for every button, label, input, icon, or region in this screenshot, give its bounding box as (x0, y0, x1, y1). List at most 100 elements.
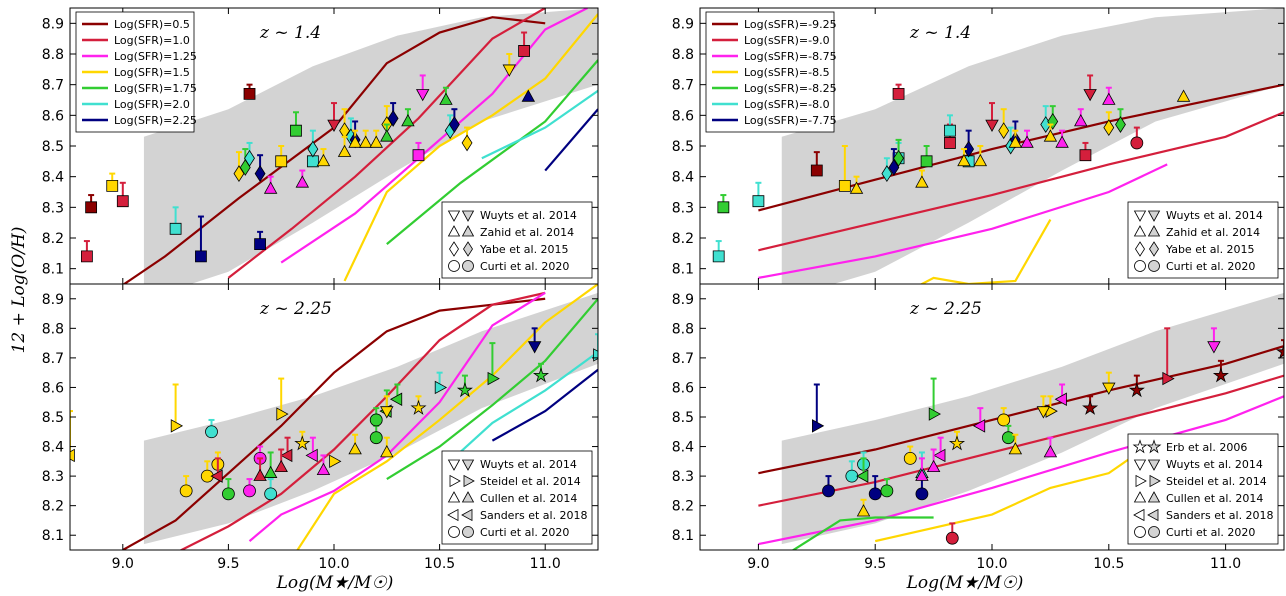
series-line-4 (386, 298, 598, 481)
data-point-28 (1020, 129, 1034, 148)
marker (456, 382, 473, 398)
legend-marker (1147, 491, 1161, 503)
ytick-label-3: 8.4 (42, 440, 64, 456)
marker (410, 399, 427, 415)
marker (1275, 343, 1284, 359)
data-point-22 (1008, 433, 1023, 455)
legend-marker (447, 210, 461, 222)
marker (369, 135, 383, 148)
legend-marker (447, 491, 461, 503)
marker (998, 122, 1010, 140)
ytick-label-4: 8.5 (42, 139, 64, 155)
series-line-5 (481, 89, 598, 160)
data-point-17 (280, 436, 293, 463)
data-point-29 (294, 430, 311, 451)
marker (973, 153, 988, 167)
redshift-label: z ~ 2.25 (909, 299, 982, 319)
line-legend: Log(sSFR)=-9.25 Log(sSFR)=-9.0 Log(sSFR)=-… (705, 11, 837, 133)
data-point-5 (195, 215, 207, 263)
ytick-label-8: 8.9 (672, 16, 694, 32)
data-point-34 (985, 102, 999, 132)
data-point-35 (439, 86, 453, 105)
legend-label-6: Log(SFR)=2.25 (114, 114, 197, 127)
data-point-26 (263, 175, 278, 194)
marker (280, 448, 293, 463)
ytick-label-3: 8.4 (672, 440, 694, 456)
legend-label-5: Log(sSFR)=-8.0 (744, 98, 830, 111)
marker (920, 155, 933, 168)
marker (263, 181, 278, 194)
marker (179, 484, 193, 498)
legend-marker (462, 260, 474, 272)
data-point-25 (957, 148, 971, 167)
marker (717, 201, 730, 214)
xtick-label-1: 9.5 (864, 556, 886, 572)
legend-marker (449, 241, 459, 257)
data-point-4 (221, 478, 235, 501)
ytick-label-1: 8.2 (672, 231, 694, 247)
marker (1079, 149, 1092, 162)
marker (264, 487, 278, 501)
data-point-27 (295, 169, 310, 188)
marker (1001, 431, 1015, 445)
xtick-label-3: 10.5 (1093, 556, 1124, 572)
marker-legend: Erb et al. 2006 Wuyts et al. 2014 Steidel … (1127, 433, 1279, 545)
legend-marker (1146, 439, 1162, 454)
ytick-label-3: 8.4 (42, 170, 64, 186)
data-point-33 (380, 123, 394, 142)
marker-legend: Wuyts et al. 2014 Zahid et al. 2014 Yabe e… (1127, 201, 1279, 279)
legend-marker (1133, 459, 1147, 471)
data-point-28 (527, 327, 542, 354)
marker (521, 89, 536, 102)
ytick-label-8: 8.9 (672, 292, 694, 308)
legend-marker (1135, 474, 1147, 488)
ytick-label-6: 8.7 (672, 78, 694, 94)
legend-marker (463, 474, 475, 488)
series-line-1 (227, 8, 546, 279)
marker (80, 250, 93, 263)
ytick-label-7: 8.8 (42, 47, 64, 63)
marker (415, 89, 430, 102)
marker (838, 179, 851, 192)
ytick-label-7: 8.8 (672, 321, 694, 337)
marker (205, 425, 218, 439)
data-point-6 (243, 83, 256, 100)
marker (957, 153, 971, 167)
marker (880, 484, 894, 498)
marker (752, 195, 765, 208)
data-point-29 (1043, 123, 1058, 142)
marker (926, 459, 941, 473)
marker (1162, 371, 1175, 386)
data-point-10 (170, 383, 184, 433)
marker (888, 159, 900, 176)
marker (70, 448, 75, 463)
data-point-5 (903, 445, 917, 465)
xtick-label-0: 9.0 (112, 556, 134, 572)
marker (849, 181, 864, 194)
ytick-label-0: 8.1 (42, 262, 64, 278)
series-line-3 (919, 219, 1052, 284)
legend-label-2: Log(sSFR)=-8.75 (744, 50, 837, 63)
marker (933, 448, 946, 463)
marker (243, 87, 256, 100)
marker (527, 341, 542, 354)
marker (1102, 92, 1116, 105)
marker (306, 155, 319, 168)
marker-legend-label-2: Cullen et al. 2014 (480, 492, 577, 505)
data-point-22 (1115, 108, 1126, 133)
marker (915, 468, 929, 481)
marker (380, 445, 394, 458)
data-point-21 (915, 457, 929, 481)
ytick-label-2: 8.3 (672, 469, 694, 485)
data-point-36 (1130, 126, 1144, 150)
series-line-1 (758, 111, 1284, 252)
legend-marker (461, 508, 473, 522)
panel-right-top: 8.1 8.2 8.3 8.4 8.5 8.6 8.7 8.8 8.9 z ~ 1.4 Log(sS… (672, 7, 1285, 285)
marker-legend-label-0: Wuyts et al. 2014 (480, 209, 577, 222)
plot-area (70, 284, 598, 550)
marker (532, 367, 550, 383)
legend-marker (447, 508, 459, 522)
legend-marker (1148, 260, 1160, 272)
marker (461, 134, 473, 152)
marker (389, 392, 403, 406)
